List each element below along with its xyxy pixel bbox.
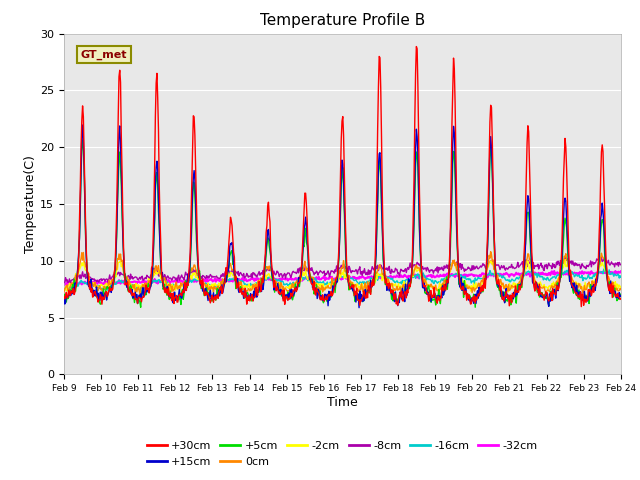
Legend: +30cm, +15cm, +5cm, 0cm, -2cm, -8cm, -16cm, -32cm: +30cm, +15cm, +5cm, 0cm, -2cm, -8cm, -16… [142,437,543,471]
X-axis label: Time: Time [327,396,358,409]
Y-axis label: Temperature(C): Temperature(C) [24,155,37,253]
Title: Temperature Profile B: Temperature Profile B [260,13,425,28]
Text: GT_met: GT_met [81,49,127,60]
